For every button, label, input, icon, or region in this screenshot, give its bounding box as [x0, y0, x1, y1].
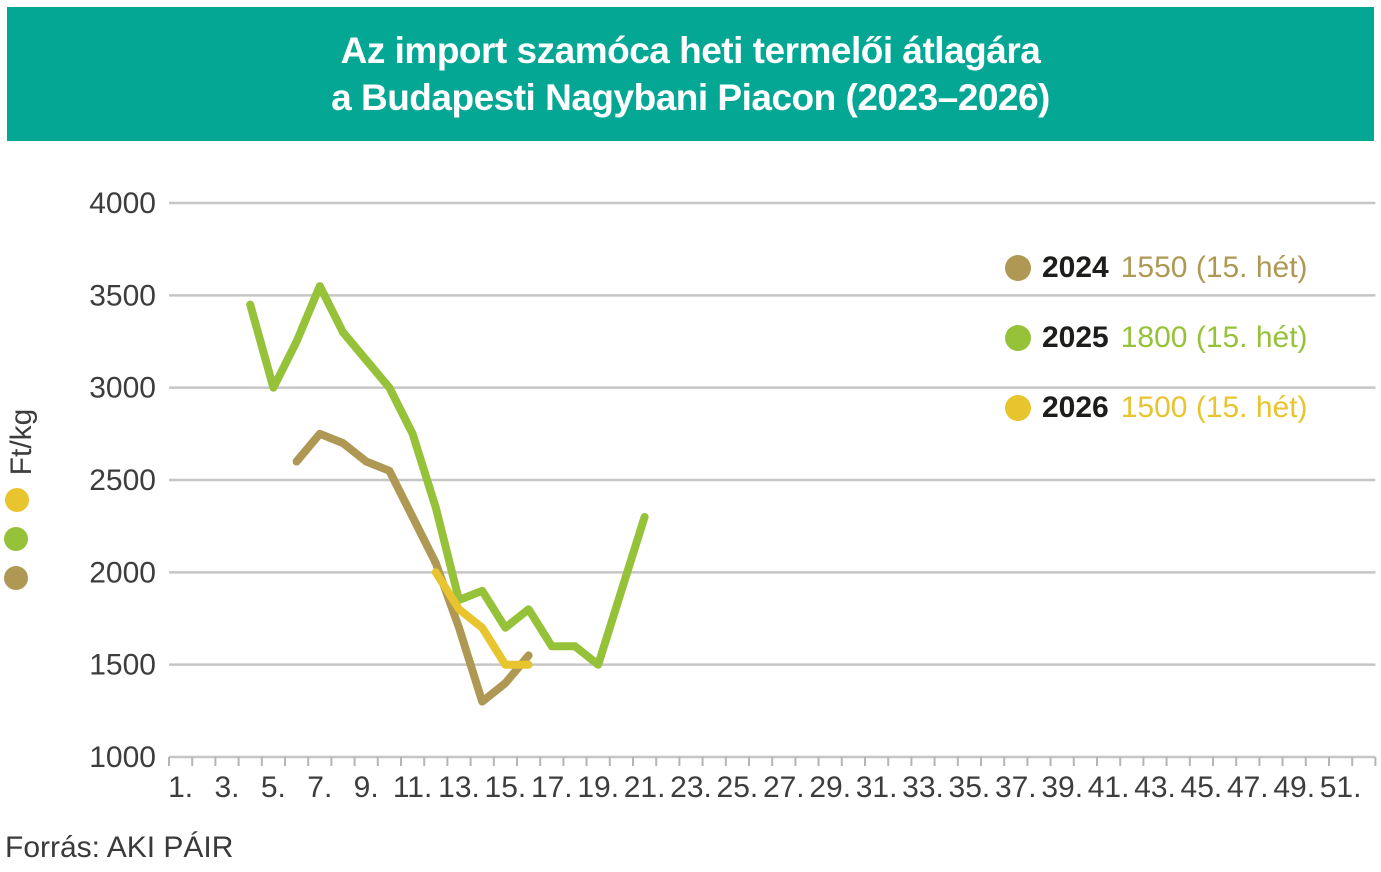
- y-tick-label: 1000: [89, 741, 156, 774]
- x-tick-label: 51.: [1320, 771, 1362, 804]
- title-bar: Az import szamóca heti termelői átlagára…: [7, 7, 1374, 141]
- x-tick-label: 9.: [354, 771, 379, 804]
- x-tick-label: 7.: [307, 771, 332, 804]
- legend-marker-dot: [1005, 395, 1031, 421]
- left-marker-dot: [4, 527, 28, 551]
- left-marker-dot: [4, 566, 28, 590]
- series-line-2025: [246, 282, 649, 669]
- legend-year-label: 2024: [1042, 251, 1109, 284]
- x-tick-label: 3.: [214, 771, 239, 804]
- x-tick-label: 31.: [856, 771, 898, 804]
- x-tick-label: 15.: [485, 771, 527, 804]
- y-tick-label: 3500: [89, 279, 156, 312]
- y-tick-label: 2500: [89, 464, 156, 497]
- x-tick-label: 49.: [1273, 771, 1315, 804]
- legend-marker-dot: [1005, 255, 1031, 281]
- x-tick-label: 17.: [531, 771, 573, 804]
- series-line-2024: [292, 429, 533, 706]
- x-tick-label: 47.: [1227, 771, 1269, 804]
- left-marker-dot: [5, 488, 29, 512]
- x-tick-label: 25.: [717, 771, 759, 804]
- x-tick-label: 1.: [168, 771, 193, 804]
- legend-value-label: 1500 (15. hét): [1120, 391, 1308, 424]
- y-axis-title: Ft/kg: [5, 408, 38, 476]
- x-tick-label: 27.: [763, 771, 805, 804]
- y-tick-label: 1500: [89, 649, 156, 682]
- legend-row: 2026 1500 (15. hét): [1005, 390, 1308, 426]
- legend-row: 2025 1800 (15. hét): [1005, 320, 1308, 356]
- x-tick-label: 19.: [577, 771, 619, 804]
- x-tick-label: 37.: [995, 771, 1037, 804]
- x-tick-label: 41.: [1088, 771, 1130, 804]
- x-tick-label: 35.: [949, 771, 991, 804]
- legend-year-label: 2026: [1042, 391, 1109, 424]
- x-tick-label: 21.: [624, 771, 666, 804]
- x-tick-label: 43.: [1134, 771, 1176, 804]
- title-line-1: Az import szamóca heti termelői átlagára: [340, 29, 1041, 71]
- x-tick-label: 39.: [1041, 771, 1083, 804]
- title-line-2: a Budapesti Nagybani Piacon (2023–2026): [331, 77, 1050, 118]
- source-note: Forrás: AKI PÁIR: [5, 831, 234, 864]
- x-tick-label: 13.: [438, 771, 480, 804]
- x-tick-label: 11.: [393, 771, 432, 804]
- y-tick-label: 4000: [89, 187, 156, 220]
- legend: 2024 1550 (15. hét) 2025 1800 (15. hét) 2026…: [1005, 250, 1308, 460]
- legend-value-label: 1550 (15. hét): [1120, 251, 1308, 284]
- legend-year-label: 2025: [1042, 321, 1109, 354]
- x-tick-label: 45.: [1181, 771, 1223, 804]
- x-tick-label: 29.: [809, 771, 851, 804]
- legend-marker-dot: [1005, 325, 1031, 351]
- x-tick-label: 33.: [902, 771, 944, 804]
- x-tick-label: 5.: [261, 771, 286, 804]
- y-tick-label: 2000: [89, 556, 156, 589]
- legend-value-label: 1800 (15. hét): [1120, 321, 1308, 354]
- y-tick-label: 3000: [89, 372, 156, 405]
- series-line-2026: [431, 568, 533, 669]
- legend-row: 2024 1550 (15. hét): [1005, 250, 1308, 286]
- x-tick-label: 23.: [670, 771, 712, 804]
